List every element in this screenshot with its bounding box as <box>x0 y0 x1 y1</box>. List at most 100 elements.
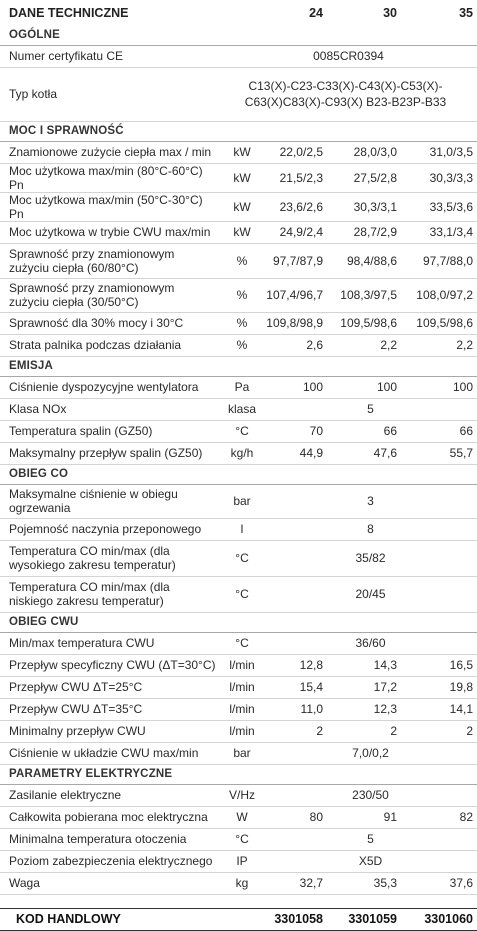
row-unit: % <box>220 278 264 313</box>
table-row: Przepływ CWU ΔT=35°C l/min 11,0 12,3 14,… <box>0 698 477 721</box>
row-value: 3 <box>264 484 477 519</box>
value-24: 2 <box>264 720 327 743</box>
table-row: Znamionowe zużycie ciepła max / min kW 2… <box>0 141 477 164</box>
model-35-heading: 35 <box>459 5 473 20</box>
value-35: 108,0/97,2 <box>401 278 477 313</box>
row-label: Numer certyfikatu CE <box>0 45 220 68</box>
row-label: Minimalny przepływ CWU <box>0 720 220 743</box>
row-unit: bar <box>220 484 264 519</box>
value-35: 100 <box>401 376 477 399</box>
value-30: 12,3 <box>327 698 401 721</box>
row-unit: IP <box>220 850 264 873</box>
value-30: 100 <box>327 376 401 399</box>
table-row: Waga kg 32,7 35,3 37,6 <box>0 872 477 895</box>
value-35: 30,3/3,3 <box>401 163 477 193</box>
value-30: 35,3 <box>327 872 401 895</box>
value-30: 47,6 <box>327 442 401 465</box>
model-30-heading: 30 <box>383 5 397 20</box>
row-label: Klasa NOx <box>0 398 220 421</box>
value-35: 33,1/3,4 <box>401 221 477 244</box>
value-24: 109,8/98,9 <box>264 312 327 335</box>
section-heading: PARAMETRY ELEKTRYCZNE <box>0 764 477 785</box>
value-30: 14,3 <box>327 654 401 677</box>
value-35: 97,7/88,0 <box>401 243 477 279</box>
value-35: 37,6 <box>401 872 477 895</box>
value-35: 109,5/98,6 <box>401 312 477 335</box>
table-row: Numer certyfikatu CE 0085CR0394 <box>0 45 477 68</box>
commercial-code-row: KOD HANDLOWY 3301058 3301059 3301060 <box>0 907 477 931</box>
row-label: Zasilanie elektryczne <box>0 784 220 807</box>
value-35: 19,8 <box>401 676 477 699</box>
row-label: Ciśnienie w układzie CWU max/min <box>0 742 220 765</box>
table-row: Moc użytkowa w trybie CWU max/min kW 24,… <box>0 221 477 244</box>
row-unit: klasa <box>220 398 264 421</box>
table-title: DANE TECHNICZNE <box>9 5 129 20</box>
row-unit: W <box>220 806 264 829</box>
row-unit: l/min <box>220 698 264 721</box>
row-label: Typ kotła <box>0 67 220 122</box>
row-label: Sprawność przy znamionowym zużyciu ciepł… <box>0 278 220 313</box>
table-row: Poziom zabezpieczenia elektrycznego IP X… <box>0 850 477 873</box>
row-label: Przepływ CWU ΔT=35°C <box>0 698 220 721</box>
row-label: Minimalna temperatura otoczenia <box>0 828 220 851</box>
value-24: 97,7/87,9 <box>264 243 327 279</box>
value-30: 109,5/98,6 <box>327 312 401 335</box>
row-unit: % <box>220 312 264 335</box>
row-label: Temperatura CO min/max (dla wysokiego za… <box>0 540 220 577</box>
section-title-obieg-co: OBIEG CO <box>0 464 477 485</box>
row-label: Min/max temperatura CWU <box>0 632 220 655</box>
value-24: 100 <box>264 376 327 399</box>
value-30: 2,2 <box>327 334 401 357</box>
value-30: 2 <box>327 720 401 743</box>
table-row: Moc użytkowa max/min (80°C-60°C) Pn kW 2… <box>0 163 477 193</box>
section-heading: EMISJA <box>0 356 477 377</box>
table-row: Sprawność przy znamionowym zużyciu ciepł… <box>0 278 477 313</box>
row-unit: kg/h <box>220 442 264 465</box>
table-row: Zasilanie elektryczne V/Hz 230/50 <box>0 784 477 807</box>
value-30: 27,5/2,8 <box>327 163 401 193</box>
row-label: Maksymalny przepływ spalin (GZ50) <box>0 442 220 465</box>
table-row: Temperatura CO min/max (dla niskiego zak… <box>0 576 477 613</box>
row-unit: l/min <box>220 720 264 743</box>
section-title-obieg-cwu: OBIEG CWU <box>0 612 477 633</box>
table-row: Przepływ specyficzny CWU (ΔT=30°C) l/min… <box>0 654 477 677</box>
row-label: Temperatura CO min/max (dla niskiego zak… <box>0 576 220 613</box>
row-value: X5D <box>264 850 477 873</box>
table-row: Typ kotła C13(X)-C23-C33(X)-C43(X)-C53(X… <box>0 67 477 122</box>
value-24: 70 <box>264 420 327 443</box>
table-header-row: DANE TECHNICZNE 24 30 35 <box>0 0 477 25</box>
row-unit: l/min <box>220 676 264 699</box>
row-value: 5 <box>264 398 477 421</box>
table-row: Minimalna temperatura otoczenia °C 5 <box>0 828 477 851</box>
value-24: 23,6/2,6 <box>264 192 327 222</box>
table-row: Ciśnienie w układzie CWU max/min bar 7,0… <box>0 742 477 765</box>
commercial-code-30: 3301059 <box>327 907 401 931</box>
table-row: Maksymalne ciśnienie w obiegu ogrzewania… <box>0 484 477 519</box>
table-row: Strata palnika podczas działania % 2,6 2… <box>0 334 477 357</box>
table-row: Przepływ CWU ΔT=25°C l/min 15,4 17,2 19,… <box>0 676 477 699</box>
row-unit: kg <box>220 872 264 895</box>
row-label: Strata palnika podczas działania <box>0 334 220 357</box>
row-label: Temperatura spalin (GZ50) <box>0 420 220 443</box>
row-label: Ciśnienie dyspozycyjne wentylatora <box>0 376 220 399</box>
value-35: 2,2 <box>401 334 477 357</box>
table-row: Temperatura spalin (GZ50) °C 70 66 66 <box>0 420 477 443</box>
value-24: 22,0/2,5 <box>264 141 327 164</box>
value-24: 21,5/2,3 <box>264 163 327 193</box>
table-row: Minimalny przepływ CWU l/min 2 2 2 <box>0 720 477 743</box>
value-35: 31,0/3,5 <box>401 141 477 164</box>
table-row: Klasa NOx klasa 5 <box>0 398 477 421</box>
commercial-code-35: 3301060 <box>401 907 477 931</box>
row-label: Sprawność dla 30% mocy i 30°C <box>0 312 220 335</box>
row-label: Moc użytkowa max/min (80°C-60°C) Pn <box>0 163 220 193</box>
row-unit: Pa <box>220 376 264 399</box>
row-value: 35/82 <box>264 540 477 577</box>
value-24: 32,7 <box>264 872 327 895</box>
value-30: 17,2 <box>327 676 401 699</box>
row-value: 8 <box>264 518 477 541</box>
table-row: Min/max temperatura CWU °C 36/60 <box>0 632 477 655</box>
value-30: 91 <box>327 806 401 829</box>
row-unit: kW <box>220 163 264 193</box>
row-label: Sprawność przy znamionowym zużyciu ciepł… <box>0 243 220 279</box>
